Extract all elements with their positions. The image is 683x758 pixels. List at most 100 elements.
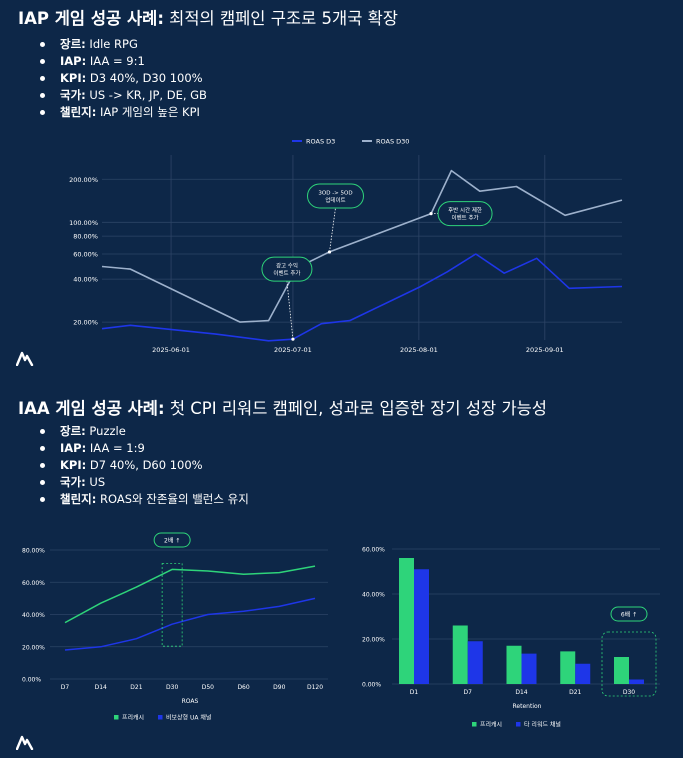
bullet-challenge: 챌린지: IAP 게임의 높은 KPI: [40, 104, 207, 121]
annotation-text: 업데이트: [325, 196, 345, 204]
annotation-leader: [286, 281, 294, 340]
y-tick-label: 80.00%: [73, 233, 98, 241]
roas-line-chart: 20.00% 40.00% 60.00% 80.00% 100.00% 200.00% 20…: [69, 138, 623, 354]
y-tick-label: 60.00%: [22, 580, 45, 587]
y-tick-label: 0.00%: [362, 682, 381, 689]
legend-label: 프리캐시: [480, 721, 502, 729]
x-axis-label: ROAS: [182, 698, 199, 705]
x-tick-label: D7: [464, 689, 473, 696]
series-line: [64, 565, 316, 624]
section1-title-rest: 최적의 캠페인 구조로 5개국 확장: [163, 9, 398, 28]
bullet-iap: IAP: IAA = 9:1: [40, 53, 207, 70]
x-tick-label: D21: [569, 689, 581, 696]
legend-label: 비보상형 UA 채널: [166, 714, 211, 722]
x-axis-label: Retention: [513, 703, 542, 710]
bar: [414, 569, 429, 684]
x-tick-label: D60: [237, 684, 249, 691]
bullet-kpi: KPI: D7 40%, D60 100%: [40, 457, 249, 474]
annotation-text: 6배 ↑: [621, 611, 637, 619]
bullet-country: 국가: US -> KR, JP, DE, GB: [40, 87, 207, 104]
annotation-callout: [261, 256, 313, 282]
y-tick-label: 60.00%: [73, 250, 98, 258]
section2-title-bold: IAA 게임 성공 사례:: [18, 399, 165, 418]
x-tick-label: D30: [623, 689, 635, 696]
bullet-genre: 장르: Puzzle: [40, 423, 249, 440]
section1-title-bold: IAP 게임 성공 사례:: [18, 9, 164, 28]
annotation-text: 후반 시간 제한: [448, 206, 482, 214]
y-tick-label: 100.00%: [69, 219, 98, 227]
y-tick-label: 0.00%: [22, 677, 41, 684]
x-tick-label: D1: [410, 689, 419, 696]
legend-label: ROAS D30: [376, 138, 409, 146]
bar: [614, 657, 629, 684]
annotation-point: [429, 212, 433, 216]
legend-swatch: [114, 715, 119, 720]
section2-bullets: 장르: Puzzle IAP: IAA = 1:9 KPI: D7 40%, D…: [40, 423, 249, 508]
annotation-highlight-box: [161, 562, 183, 647]
series-line: [64, 597, 316, 651]
y-tick-label: 20.00%: [362, 637, 385, 644]
annotation-point: [291, 337, 295, 341]
x-tick-label: 2025-07-01: [274, 346, 312, 354]
annotation-text: 2배 ↑: [164, 537, 180, 545]
bar: [452, 625, 468, 684]
x-tick-label: D14: [515, 689, 527, 696]
y-tick-label: 60.00%: [362, 547, 385, 554]
bar: [521, 653, 537, 684]
legend-label: 타 리워드 채널: [524, 721, 561, 729]
annotation-point: [327, 250, 332, 254]
x-tick-label: 2025-06-01: [152, 346, 190, 354]
y-tick-label: 20.00%: [73, 319, 98, 327]
y-tick-label: 80.00%: [22, 548, 45, 555]
annotation-leader: [329, 207, 336, 253]
x-tick-label: D120: [307, 684, 323, 691]
section1-bullets: 장르: Idle RPG IAP: IAA = 9:1 KPI: D3 40%,…: [40, 36, 207, 121]
x-tick-label: D30: [166, 684, 178, 691]
x-tick-label: 2025-09-01: [526, 346, 564, 354]
x-tick-label: D21: [130, 684, 142, 691]
y-tick-label: 40.00%: [22, 612, 45, 619]
x-tick-label: D50: [202, 684, 214, 691]
bullet-iap: IAP: IAA = 1:9: [40, 440, 249, 457]
series-line: [101, 169, 623, 323]
x-tick-label: D7: [61, 684, 70, 691]
bullet-kpi: KPI: D3 40%, D30 100%: [40, 70, 207, 87]
legend-label: ROAS D3: [306, 138, 335, 146]
bar: [467, 641, 483, 684]
annotation-text: 이벤트 추가: [273, 269, 300, 277]
section2-title: IAA 게임 성공 사례: 첫 CPI 리워드 캠페인, 성과로 입증한 장기 …: [18, 399, 547, 419]
y-tick-label: 40.00%: [73, 276, 98, 284]
x-tick-label: D90: [273, 684, 285, 691]
bullet-genre: 장르: Idle RPG: [40, 36, 207, 53]
annotation-callout: [307, 183, 364, 209]
legend-swatch: [472, 722, 477, 727]
x-tick-label: D14: [95, 684, 107, 691]
x-tick-label: 2025-08-01: [400, 346, 438, 354]
y-tick-label: 20.00%: [22, 644, 45, 651]
legend-swatch: [158, 715, 163, 720]
bullet-challenge: 챌린지: ROAS와 잔존율의 밸런스 유지: [40, 491, 249, 508]
y-tick-label: 40.00%: [362, 592, 385, 599]
retention-bar-chart: 0.00% 20.00% 40.00% 60.00% D1 D7 D14 D21 D30 Rete…: [362, 547, 660, 729]
section1-title: IAP 게임 성공 사례: 최적의 캠페인 구조로 5개국 확장: [18, 9, 398, 29]
annotation-text: 3OD -> 5OD: [318, 190, 352, 196]
bar: [399, 558, 414, 684]
annotation-callout: [153, 532, 191, 548]
bar: [575, 663, 591, 684]
annotation-callout: [610, 606, 648, 622]
annotation-highlight-box: [601, 631, 657, 697]
bullet-country: 국가: US: [40, 474, 249, 491]
series-line: [101, 253, 623, 342]
roas-cohort-line-chart: 0.00% 20.00% 40.00% 60.00% 80.00% D7 D14 D21 D30…: [22, 532, 328, 722]
annotation-callout: [437, 201, 493, 227]
bar: [506, 645, 522, 684]
y-tick-label: 200.00%: [69, 176, 98, 184]
annotation-text: 광고 수익: [276, 262, 298, 270]
brand-logo-icon: [16, 735, 34, 750]
brand-logo-icon: [16, 351, 34, 366]
bar: [560, 651, 576, 684]
section2-title-rest: 첫 CPI 리워드 캠페인, 성과로 입증한 장기 성장 가능성: [164, 399, 547, 418]
legend-label: 프리캐시: [122, 714, 144, 722]
legend-swatch: [516, 722, 521, 727]
annotation-text: 이벤트 추가: [452, 214, 479, 222]
